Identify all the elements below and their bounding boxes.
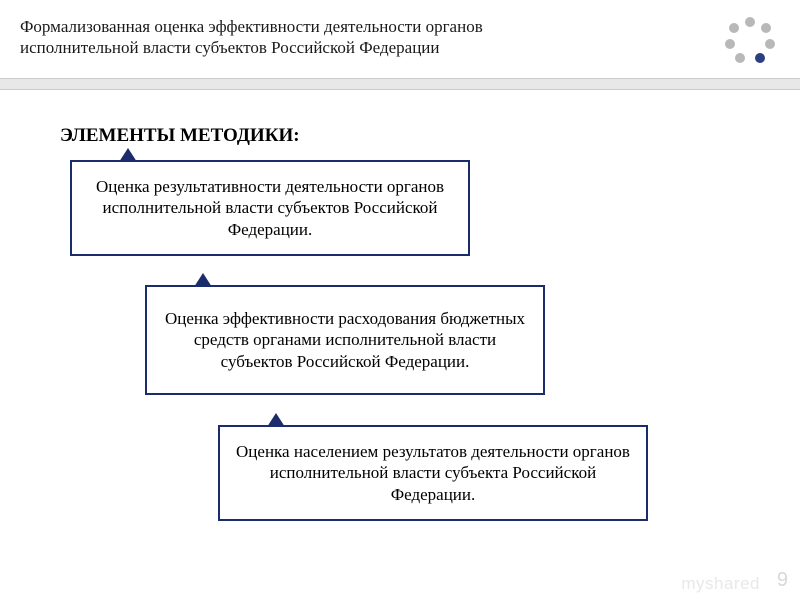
methodology-box-text: Оценка результативности деятельности орг… — [88, 176, 452, 240]
slide-title: Формализованная оценка эффективности дея… — [20, 16, 580, 59]
slide-header: Формализованная оценка эффективности дея… — [20, 16, 780, 59]
page-number: 9 — [777, 569, 788, 592]
methodology-box-text: Оценка эффективности расходования бюджет… — [163, 308, 527, 372]
methodology-box-1: Оценка результативности деятельности орг… — [70, 160, 470, 256]
methodology-box-2: Оценка эффективности расходования бюджет… — [145, 285, 545, 395]
section-heading: ЭЛЕМЕНТЫ МЕТОДИКИ: — [60, 125, 300, 147]
methodology-box-3: Оценка населением результатов деятельнос… — [218, 425, 648, 521]
methodology-box-text: Оценка населением результатов деятельнос… — [236, 441, 630, 505]
watermark-text: myshared — [681, 574, 760, 594]
header-divider — [0, 78, 800, 90]
slide: Формализованная оценка эффективности дея… — [0, 0, 800, 600]
logo-icon — [720, 14, 780, 64]
